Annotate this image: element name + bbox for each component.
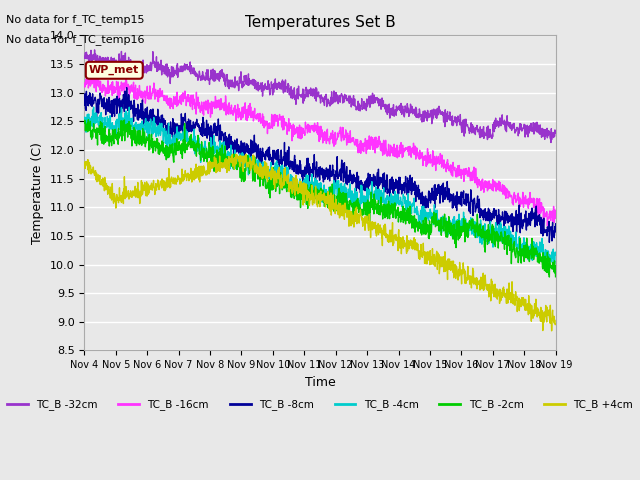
Title: Temperatures Set B: Temperatures Set B (244, 15, 396, 30)
Legend: TC_B -32cm, TC_B -16cm, TC_B -8cm, TC_B -4cm, TC_B -2cm, TC_B +4cm: TC_B -32cm, TC_B -16cm, TC_B -8cm, TC_B … (3, 396, 637, 415)
Text: No data for f_TC_temp16: No data for f_TC_temp16 (6, 34, 145, 45)
Y-axis label: Temperature (C): Temperature (C) (31, 142, 44, 244)
X-axis label: Time: Time (305, 376, 335, 389)
Text: WP_met: WP_met (89, 65, 140, 75)
Text: No data for f_TC_temp15: No data for f_TC_temp15 (6, 14, 145, 25)
